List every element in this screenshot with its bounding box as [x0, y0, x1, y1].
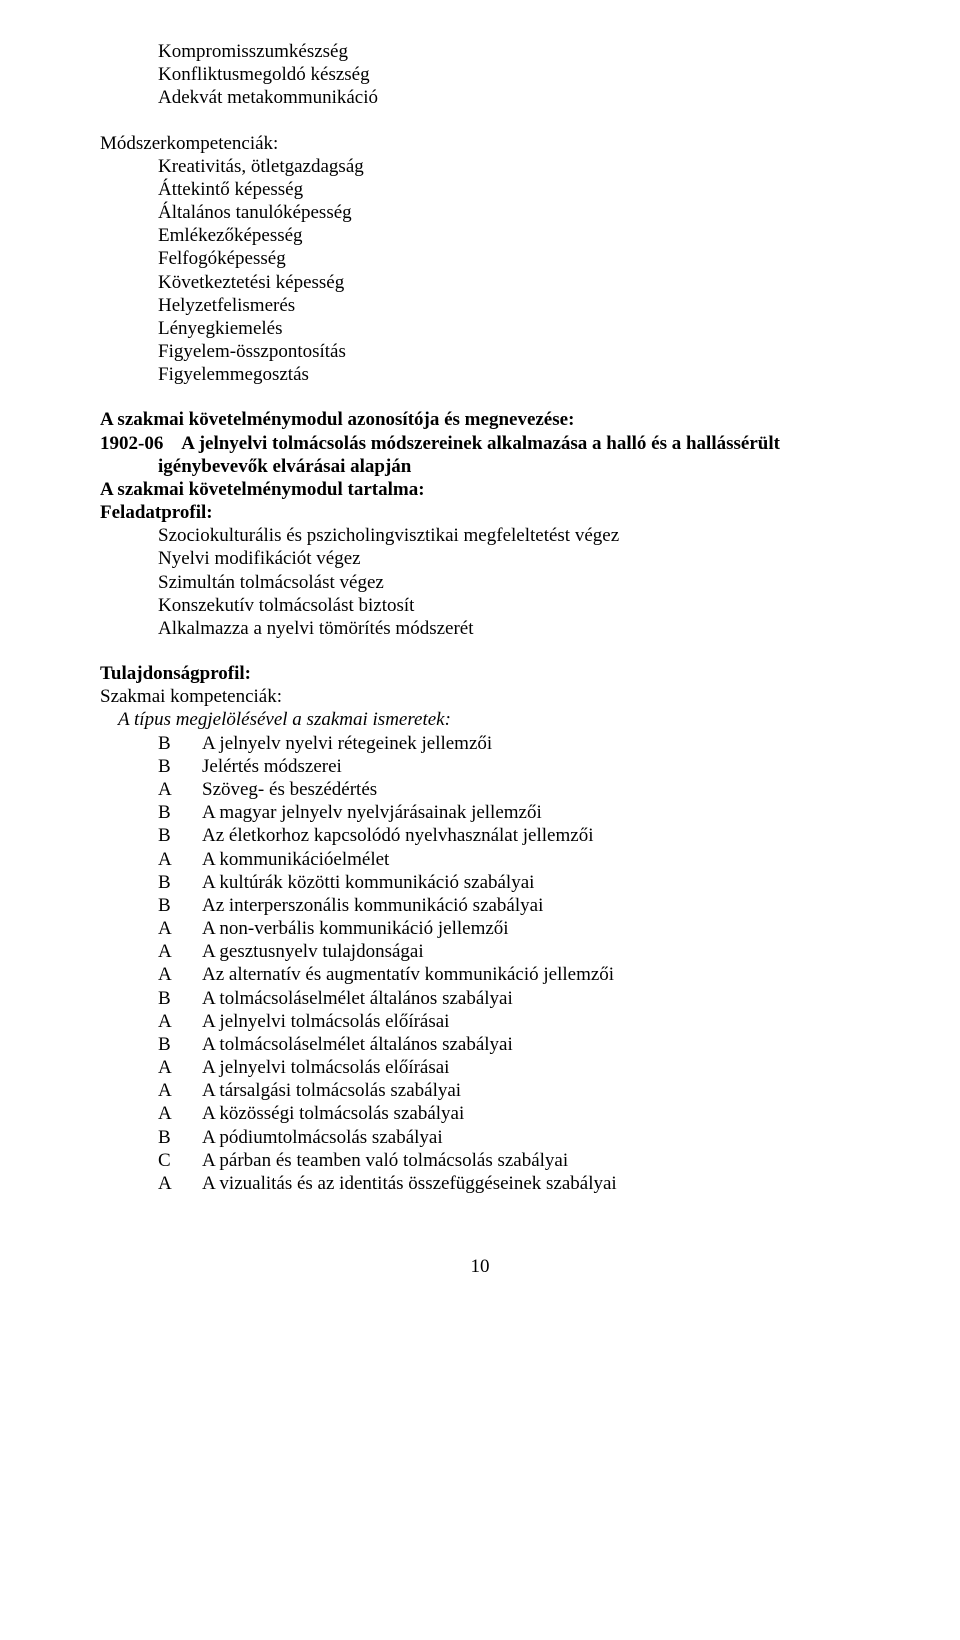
module-title-l1: A jelnyelvi tolmácsolás módszereinek alk… — [181, 433, 780, 454]
desc: A tolmácsoláselmélet általános szabályai — [202, 987, 860, 1010]
list-item: Konfliktusmegoldó készség — [158, 63, 860, 86]
desc: A gesztusnyelv tulajdonságai — [202, 940, 860, 963]
desc: A jelnyelvi tolmácsolás előírásai — [202, 1056, 860, 1079]
module-code: 1902-06 — [100, 433, 163, 454]
tagged-row: BA jelnyelv nyelvi rétegeinek jellemzői — [158, 732, 860, 755]
list-item: Kompromisszumkészség — [158, 40, 860, 63]
desc: Az életkorhoz kapcsolódó nyelvhasználat … — [202, 824, 860, 847]
desc: A tolmácsoláselmélet általános szabályai — [202, 1033, 860, 1056]
tagged-row: AA gesztusnyelv tulajdonságai — [158, 940, 860, 963]
list-item: Nyelvi modifikációt végez — [158, 547, 860, 570]
desc: A társalgási tolmácsolás szabályai — [202, 1079, 860, 1102]
tagged-row: BA pódiumtolmácsolás szabályai — [158, 1126, 860, 1149]
tag: B — [158, 824, 202, 847]
tagged-row: AA vizualitás és az identitás összefüggé… — [158, 1172, 860, 1195]
tag: A — [158, 1079, 202, 1102]
desc: Szöveg- és beszédértés — [202, 778, 860, 801]
tagged-row: AA kommunikációelmélet — [158, 848, 860, 871]
list-item: Adekvát metakommunikáció — [158, 86, 860, 109]
tulaj-header: Tulajdonságprofil: — [100, 662, 860, 685]
list-item: Figyelem-összpontosítás — [158, 340, 860, 363]
desc: A jelnyelvi tolmácsolás előírásai — [202, 1010, 860, 1033]
module-header: A szakmai követelménymodul azonosítója é… — [100, 408, 860, 431]
list-item: Emlékezőképesség — [158, 224, 860, 247]
tag: B — [158, 871, 202, 894]
tag: A — [158, 917, 202, 940]
list-item: Általános tanulóképesség — [158, 201, 860, 224]
list-item: Kreativitás, ötletgazdagság — [158, 155, 860, 178]
module-line1: 1902-06 A jelnyelvi tolmácsolás módszere… — [100, 432, 860, 455]
tag: A — [158, 1056, 202, 1079]
tag: B — [158, 1126, 202, 1149]
tagged-row: AA jelnyelvi tolmácsolás előírásai — [158, 1056, 860, 1079]
methods-header: Módszerkompetenciák: — [100, 132, 860, 155]
list-item: Konszekutív tolmácsolást biztosít — [158, 594, 860, 617]
tagged-row: AA non-verbális kommunikáció jellemzői — [158, 917, 860, 940]
tagged-row: BAz interperszonális kommunikáció szabál… — [158, 894, 860, 917]
tag: A — [158, 1010, 202, 1033]
list-item: Figyelemmegosztás — [158, 363, 860, 386]
page-number: 10 — [100, 1255, 860, 1278]
tagged-row: BA kultúrák közötti kommunikáció szabály… — [158, 871, 860, 894]
tagged-row: BJelértés módszerei — [158, 755, 860, 778]
tag: A — [158, 1102, 202, 1125]
desc: A vizualitás és az identitás összefüggés… — [202, 1172, 860, 1195]
desc: A non-verbális kommunikáció jellemzői — [202, 917, 860, 940]
tagged-row: BA tolmácsoláselmélet általános szabálya… — [158, 987, 860, 1010]
module-title-l2: igénybevevők elvárásai alapján — [158, 455, 860, 478]
tag: A — [158, 1172, 202, 1195]
tag: B — [158, 732, 202, 755]
tagged-row: BAz életkorhoz kapcsolódó nyelvhasználat… — [158, 824, 860, 847]
tag: A — [158, 778, 202, 801]
list-item: Szimultán tolmácsolást végez — [158, 571, 860, 594]
list-item: Szociokulturális és pszicholingvisztikai… — [158, 524, 860, 547]
desc: A magyar jelnyelv nyelvjárásainak jellem… — [202, 801, 860, 824]
tag: B — [158, 755, 202, 778]
desc: A párban és teamben való tolmácsolás sza… — [202, 1149, 860, 1172]
tagged-row: AA közösségi tolmácsolás szabályai — [158, 1102, 860, 1125]
tag: B — [158, 987, 202, 1010]
list-item: Áttekintő képesség — [158, 178, 860, 201]
tagged-row: AA jelnyelvi tolmácsolás előírásai — [158, 1010, 860, 1033]
desc: Jelértés módszerei — [202, 755, 860, 778]
list-item: Lényegkiemelés — [158, 317, 860, 340]
tag: B — [158, 801, 202, 824]
desc: Az alternatív és augmentatív kommunikáci… — [202, 963, 860, 986]
tagged-row: BA tolmácsoláselmélet általános szabálya… — [158, 1033, 860, 1056]
list-item: Következtetési képesség — [158, 271, 860, 294]
desc: A jelnyelv nyelvi rétegeinek jellemzői — [202, 732, 860, 755]
desc: A pódiumtolmácsolás szabályai — [202, 1126, 860, 1149]
tag: C — [158, 1149, 202, 1172]
tagged-row: ASzöveg- és beszédértés — [158, 778, 860, 801]
content-header: A szakmai követelménymodul tartalma: — [100, 478, 860, 501]
list-item: Felfogóképesség — [158, 247, 860, 270]
tagged-row: AA társalgási tolmácsolás szabályai — [158, 1079, 860, 1102]
tagged-list: BA jelnyelv nyelvi rétegeinek jellemzői … — [100, 732, 860, 1195]
tagged-row: CA párban és teamben való tolmácsolás sz… — [158, 1149, 860, 1172]
desc: Az interperszonális kommunikáció szabály… — [202, 894, 860, 917]
tag: A — [158, 848, 202, 871]
desc: A közösségi tolmácsolás szabályai — [202, 1102, 860, 1125]
tag: B — [158, 1033, 202, 1056]
block1: Kompromisszumkészség Konfliktusmegoldó k… — [100, 40, 860, 110]
methods-list: Kreativitás, ötletgazdagság Áttekintő ké… — [100, 155, 860, 387]
tagged-row: AAz alternatív és augmentatív kommunikác… — [158, 963, 860, 986]
tag: A — [158, 940, 202, 963]
tagged-row: BA magyar jelnyelv nyelvjárásainak jelle… — [158, 801, 860, 824]
tipus-header: A típus megjelölésével a szakmai ismeret… — [118, 708, 860, 731]
list-item: Alkalmazza a nyelvi tömörítés módszerét — [158, 617, 860, 640]
feladat-list: Szociokulturális és pszicholingvisztikai… — [100, 524, 860, 640]
szakmai-header: Szakmai kompetenciák: — [100, 685, 860, 708]
desc: A kommunikációelmélet — [202, 848, 860, 871]
tag: A — [158, 963, 202, 986]
list-item: Helyzetfelismerés — [158, 294, 860, 317]
desc: A kultúrák közötti kommunikáció szabálya… — [202, 871, 860, 894]
feladat-header: Feladatprofil: — [100, 501, 860, 524]
tag: B — [158, 894, 202, 917]
